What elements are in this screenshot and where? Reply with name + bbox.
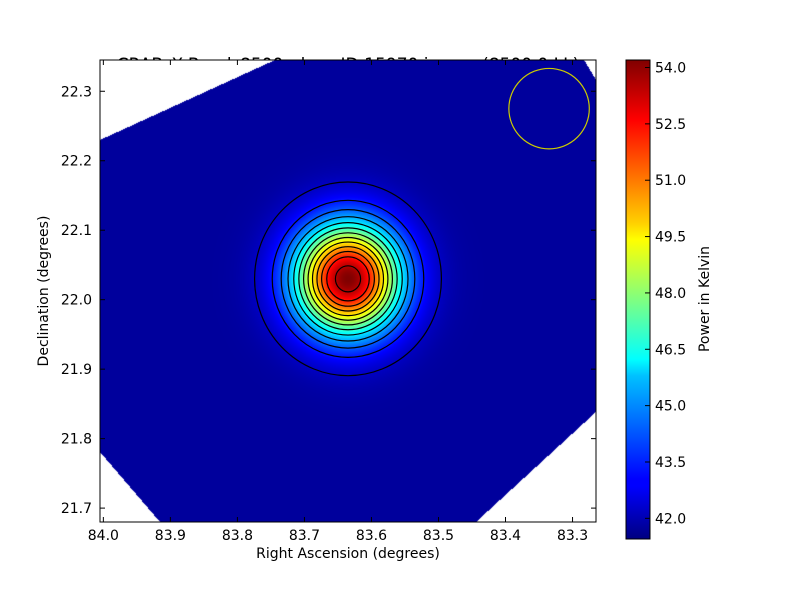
x-axis-label: Right Ascension (degrees) (256, 546, 440, 562)
colorbar-tick-label: 52.5 (655, 117, 686, 133)
colorbar-frame (625, 59, 651, 540)
colorbar-tick-label: 51.0 (655, 173, 686, 189)
x-axis: 84.0 83.9 83.8 83.7 83.6 83.5 83.4 83.3 (88, 60, 588, 544)
x-tick-label: 83.9 (155, 528, 186, 544)
beam-circle (508, 67, 590, 150)
y-axis-label: Declination (degrees) (36, 216, 52, 367)
colorbar: 42.0 43.5 45.0 46.5 48.0 49.5 51.0 52.5 54.0 Pow… (625, 59, 713, 540)
contour-line (271, 199, 425, 358)
y-axis: 21.7 21.8 21.9 22.0 22.1 22.2 22.3 (61, 84, 596, 517)
x-tick-label: 83.3 (557, 528, 588, 544)
y-tick-label: 21.8 (61, 432, 92, 448)
contour-line (334, 265, 362, 293)
contour-line (311, 241, 385, 317)
x-tick-label: 83.6 (356, 528, 387, 544)
contour-line (253, 181, 443, 377)
x-tick-label: 83.7 (289, 528, 320, 544)
contour-line (321, 250, 375, 307)
plot-frame (99, 59, 597, 523)
y-tick-label: 22.1 (61, 223, 92, 239)
x-tick-label: 84.0 (88, 528, 119, 544)
colorbar-tick-label: 46.5 (655, 342, 686, 358)
heatmap-image (100, 60, 596, 522)
y-tick-label: 21.9 (61, 362, 92, 378)
y-tick-label: 22.0 (61, 293, 92, 309)
x-tick-label: 83.4 (490, 528, 521, 544)
x-tick-label: 83.8 (222, 528, 253, 544)
contour-line (307, 236, 389, 321)
y-tick-label: 22.2 (61, 154, 92, 170)
contour-line (316, 246, 380, 312)
colorbar-tick-label: 48.0 (655, 286, 686, 302)
colorbar-ticks: 42.0 43.5 45.0 46.5 48.0 49.5 51.0 52.5 54.0 (645, 61, 686, 527)
colorbar-tick-label: 42.0 (655, 511, 686, 527)
contour-line (287, 216, 409, 342)
contour-line (293, 222, 403, 336)
plot-area (100, 60, 596, 522)
contour-line (280, 208, 416, 349)
y-tick-label: 21.7 (61, 501, 92, 517)
colorbar-tick-label: 49.5 (655, 230, 686, 246)
y-tick-label: 22.3 (61, 84, 92, 100)
contour-layer (253, 181, 443, 377)
contour-line (326, 256, 370, 302)
colorbar-gradient (626, 60, 650, 539)
x-tick-label: 83.5 (423, 528, 454, 544)
contour-line (302, 232, 394, 326)
colorbar-label: Power in Kelvin (697, 246, 713, 352)
contour-line (298, 227, 398, 331)
colorbar-tick-label: 43.5 (655, 455, 686, 471)
colorbar-tick-label: 54.0 (655, 61, 686, 77)
colorbar-tick-label: 45.0 (655, 399, 686, 415)
